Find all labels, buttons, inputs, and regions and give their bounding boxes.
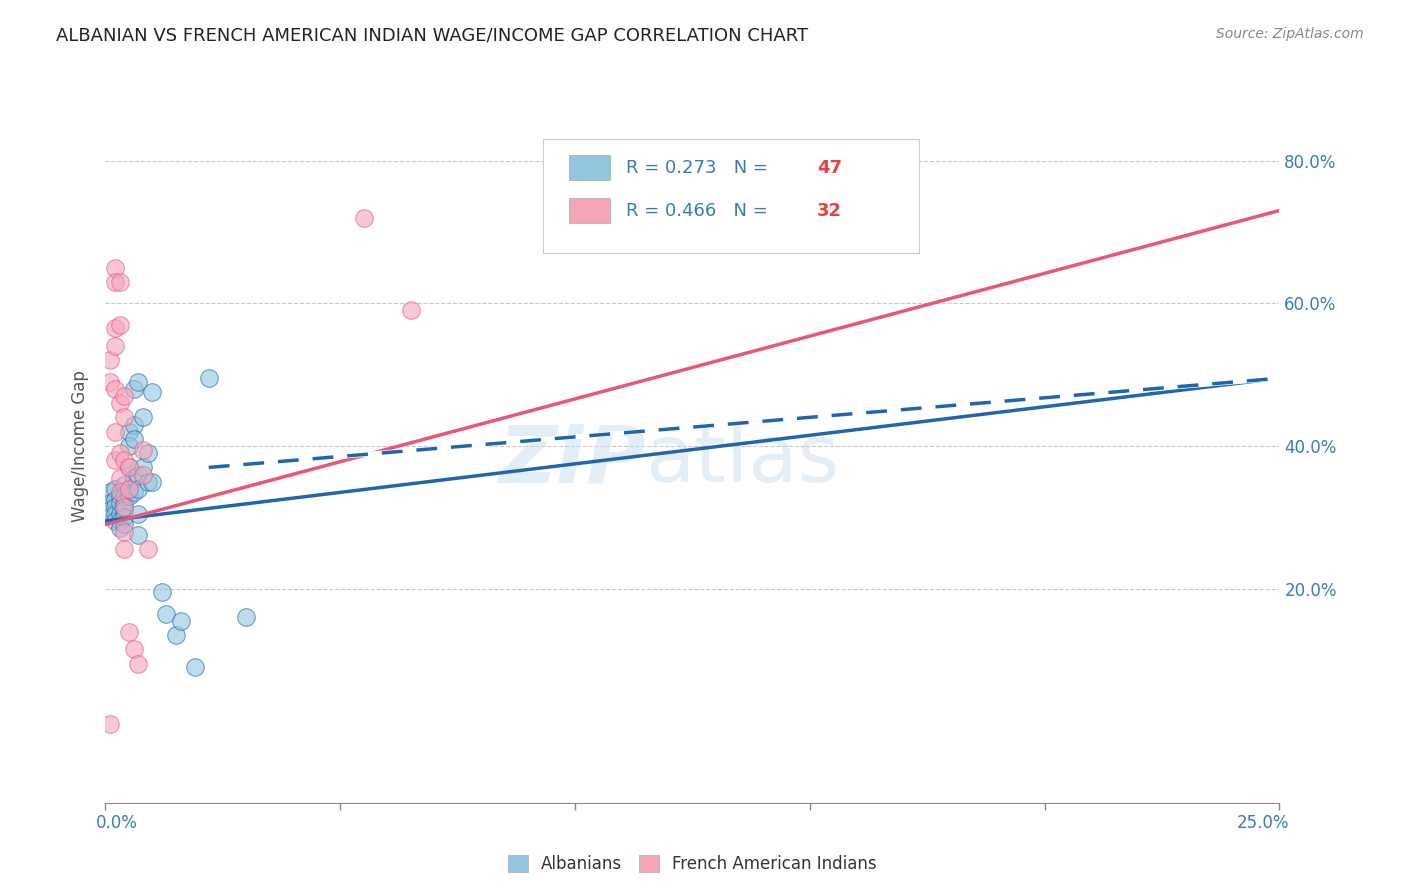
Text: R = 0.466   N =: R = 0.466 N = [626,202,773,219]
Text: 25.0%: 25.0% [1236,814,1289,831]
Point [108,521,131,535]
FancyBboxPatch shape [569,155,610,180]
FancyBboxPatch shape [543,139,920,253]
Point [112,453,135,467]
Point [104,492,127,507]
Point [108,446,131,460]
Text: 47: 47 [817,159,842,177]
Point [104,382,127,396]
Point [98,717,121,731]
Point [108,485,131,500]
Point [169,614,191,628]
Point [118,482,141,496]
Point [118,460,141,475]
Point [122,432,145,446]
Point [112,478,135,492]
Point [108,496,131,510]
Point [118,460,141,475]
Point [112,517,135,532]
Point [104,482,127,496]
Point [104,275,127,289]
Point [104,260,127,275]
Point [141,385,163,400]
Y-axis label: Wage/Income Gap: Wage/Income Gap [72,370,90,522]
Point [183,660,205,674]
Point [108,396,131,410]
Point [127,657,149,671]
Point [112,489,135,503]
Point [112,503,135,517]
Text: atlas: atlas [645,421,839,500]
Point [104,514,127,528]
Point [235,610,257,624]
Point [132,442,155,457]
Point [104,500,127,514]
Point [112,542,135,557]
Point [112,410,135,425]
Point [165,628,187,642]
Point [108,514,131,528]
Point [104,425,127,439]
Point [132,410,155,425]
Point [98,503,121,517]
Point [112,524,135,539]
Point [132,460,155,475]
Point [118,439,141,453]
Point [122,485,145,500]
Point [118,624,141,639]
Point [136,475,159,489]
Text: 0.0%: 0.0% [96,814,138,831]
Point [353,211,375,225]
Legend: Albanians, French American Indians: Albanians, French American Indians [502,848,883,880]
Point [127,467,149,482]
Point [98,353,121,368]
Point [98,375,121,389]
Point [118,489,141,503]
Point [104,339,127,353]
Point [127,482,149,496]
Point [118,425,141,439]
Point [399,303,422,318]
Point [197,371,219,385]
Text: Source: ZipAtlas.com: Source: ZipAtlas.com [1216,27,1364,41]
Point [112,510,135,524]
Point [98,496,121,510]
Point [104,321,127,335]
Point [108,507,131,521]
Point [127,528,149,542]
Point [108,275,131,289]
Point [108,489,131,503]
Point [112,500,135,514]
Point [155,607,177,621]
Point [132,467,155,482]
Text: R = 0.273   N =: R = 0.273 N = [626,159,773,177]
Point [104,507,127,521]
Point [108,471,131,485]
Point [127,375,149,389]
Text: ALBANIAN VS FRENCH AMERICAN INDIAN WAGE/INCOME GAP CORRELATION CHART: ALBANIAN VS FRENCH AMERICAN INDIAN WAGE/… [56,27,808,45]
Point [112,496,135,510]
Point [104,453,127,467]
Point [136,446,159,460]
Point [127,507,149,521]
Point [122,382,145,396]
Point [118,482,141,496]
FancyBboxPatch shape [569,198,610,223]
Point [122,471,145,485]
Point [112,389,135,403]
Point [141,475,163,489]
Text: ZIP: ZIP [498,421,645,500]
Point [122,417,145,432]
Point [122,642,145,657]
Point [108,318,131,332]
Point [136,542,159,557]
Point [98,485,121,500]
Point [150,585,173,599]
Text: 32: 32 [817,202,842,219]
